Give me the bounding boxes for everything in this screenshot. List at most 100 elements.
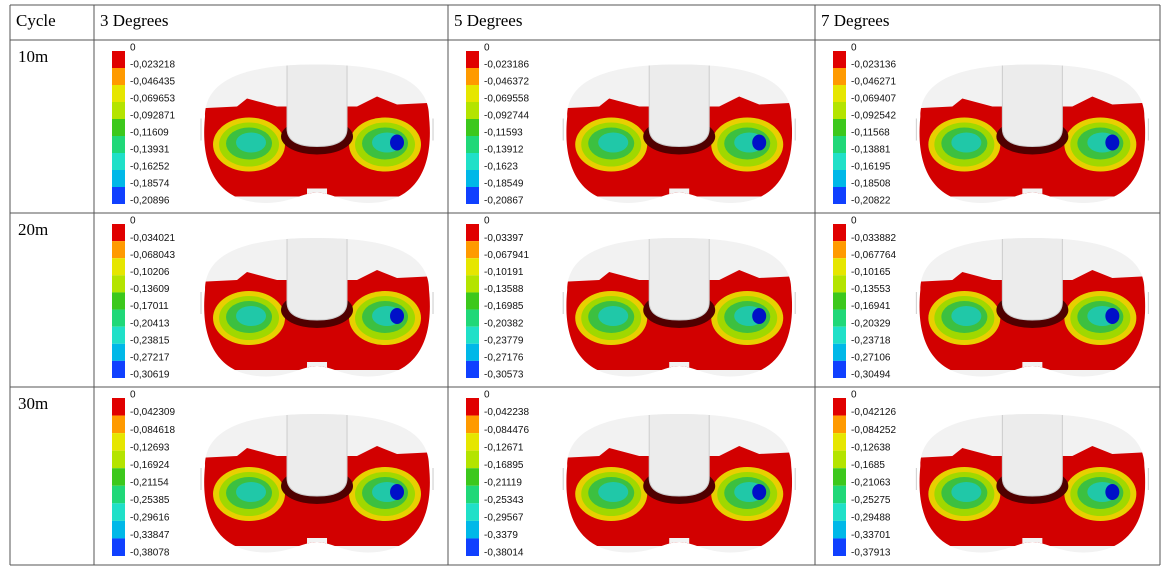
- legend-swatch: [112, 310, 125, 327]
- legend-label: 0: [130, 216, 136, 227]
- header-cell: 3 Degrees: [100, 11, 168, 30]
- legend-swatch: [466, 51, 479, 68]
- legend-swatch: [466, 241, 479, 258]
- legend-swatch: [112, 344, 125, 361]
- legend-label: -0,11609: [130, 128, 169, 139]
- legend-swatch: [112, 136, 125, 153]
- white-patch: [669, 538, 689, 548]
- legend-label: -0,13588: [484, 284, 524, 295]
- legend-swatch: [466, 398, 479, 416]
- legend-swatch: [833, 486, 846, 504]
- legend-label: -0,12638: [851, 442, 891, 453]
- legend-swatch: [466, 503, 479, 521]
- legend-swatch: [112, 486, 125, 504]
- legend-swatch: [466, 486, 479, 504]
- legend-label: -0,29488: [851, 513, 891, 524]
- legend-label: -0,16985: [484, 301, 524, 312]
- legend-label: -0,20382: [484, 318, 524, 329]
- legend-label: 0: [484, 390, 490, 401]
- legend-swatch: [833, 119, 846, 136]
- header-cell: Cycle: [16, 11, 56, 30]
- legend-label: -0,10206: [130, 267, 170, 278]
- header-cell: 5 Degrees: [454, 11, 522, 30]
- legend-swatch: [112, 503, 125, 521]
- insert-body: [559, 57, 799, 217]
- legend-label: -0,29616: [130, 513, 170, 524]
- legend-swatch: [466, 68, 479, 85]
- legend-label: -0,12671: [484, 442, 524, 453]
- legend-swatch: [466, 310, 479, 327]
- legend-label: 0: [851, 390, 857, 401]
- blob: [236, 482, 266, 502]
- legend-label: 0: [851, 216, 857, 227]
- legend-label: -0,042126: [851, 407, 896, 418]
- blob: [390, 484, 404, 500]
- legend-label: -0,10191: [484, 267, 524, 278]
- legend-swatch: [833, 153, 846, 170]
- legend-swatch: [466, 258, 479, 275]
- legend-swatch: [466, 361, 479, 378]
- legend-label: -0,046435: [130, 77, 175, 88]
- legend-label: -0,069558: [484, 94, 529, 105]
- legend-swatch: [466, 521, 479, 539]
- legend-label: -0,30494: [851, 370, 891, 381]
- legend-label: -0,067941: [484, 250, 529, 261]
- legend-swatch: [112, 258, 125, 275]
- legend-label: -0,023136: [851, 60, 896, 71]
- legend-label: -0,38014: [484, 548, 524, 559]
- post: [287, 230, 347, 320]
- blob: [390, 308, 404, 324]
- legend-swatch: [466, 292, 479, 309]
- white-patch: [669, 189, 689, 199]
- legend-label: -0,1685: [851, 460, 885, 471]
- insert-body: [912, 406, 1152, 566]
- blob: [951, 306, 981, 326]
- legend-label: -0,29567: [484, 513, 524, 524]
- blob: [236, 306, 266, 326]
- legend-label: -0,20896: [130, 196, 170, 207]
- legend-label: -0,092871: [130, 111, 175, 122]
- white-patch: [307, 362, 327, 372]
- legend-swatch: [112, 361, 125, 378]
- legend-label: -0,3379: [484, 530, 518, 541]
- legend-swatch: [112, 292, 125, 309]
- post: [1002, 230, 1062, 320]
- legend-label: -0,25385: [130, 495, 170, 506]
- legend-swatch: [112, 538, 125, 556]
- contour-plot: [197, 57, 437, 217]
- legend-label: -0,16924: [130, 460, 170, 471]
- legend-swatch: [833, 433, 846, 451]
- legend-swatch: [833, 241, 846, 258]
- legend-swatch: [466, 85, 479, 102]
- white-patch: [307, 189, 327, 199]
- legend-label: -0,21119: [484, 477, 522, 488]
- insert-body: [197, 57, 437, 217]
- legend-label: -0,18574: [130, 179, 170, 190]
- blob: [598, 306, 628, 326]
- legend-swatch: [466, 153, 479, 170]
- legend-label: -0,034021: [130, 233, 175, 244]
- legend-swatch: [833, 538, 846, 556]
- figure-table: Cycle3 Degrees5 Degrees7 Degrees10m0-0,0…: [0, 0, 1168, 568]
- legend-label: -0,23815: [130, 335, 170, 346]
- post: [287, 57, 347, 147]
- legend-swatch: [112, 51, 125, 68]
- post: [649, 406, 709, 496]
- legend-label: -0,13931: [130, 145, 170, 156]
- legend-swatch: [466, 468, 479, 486]
- blob: [236, 133, 266, 153]
- legend-label: -0,13881: [851, 145, 891, 156]
- legend-swatch: [833, 503, 846, 521]
- legend-label: -0,069407: [851, 94, 896, 105]
- legend-label: 0: [484, 216, 490, 227]
- white-patch: [1022, 538, 1042, 548]
- legend-swatch: [466, 187, 479, 204]
- legend-label: -0,069653: [130, 94, 175, 105]
- legend-label: -0,23779: [484, 335, 524, 346]
- legend-label: -0,25343: [484, 495, 524, 506]
- blob: [951, 482, 981, 502]
- post: [649, 230, 709, 320]
- legend-label: -0,20329: [851, 318, 891, 329]
- legend-swatch: [833, 310, 846, 327]
- white-patch: [1022, 189, 1042, 199]
